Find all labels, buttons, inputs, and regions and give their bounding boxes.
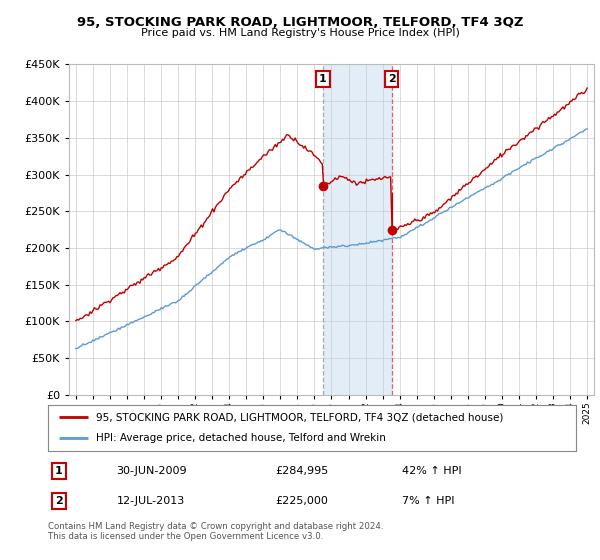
Text: Contains HM Land Registry data © Crown copyright and database right 2024.
This d: Contains HM Land Registry data © Crown c… <box>48 522 383 542</box>
Text: 2: 2 <box>55 496 62 506</box>
Text: 1: 1 <box>55 466 62 476</box>
Text: 2: 2 <box>388 74 396 84</box>
Text: £225,000: £225,000 <box>275 496 328 506</box>
Text: 42% ↑ HPI: 42% ↑ HPI <box>402 466 461 476</box>
Text: HPI: Average price, detached house, Telford and Wrekin: HPI: Average price, detached house, Telf… <box>95 433 385 444</box>
Text: 7% ↑ HPI: 7% ↑ HPI <box>402 496 454 506</box>
Text: 95, STOCKING PARK ROAD, LIGHTMOOR, TELFORD, TF4 3QZ (detached house): 95, STOCKING PARK ROAD, LIGHTMOOR, TELFO… <box>95 412 503 422</box>
Text: Price paid vs. HM Land Registry's House Price Index (HPI): Price paid vs. HM Land Registry's House … <box>140 28 460 38</box>
Text: 95, STOCKING PARK ROAD, LIGHTMOOR, TELFORD, TF4 3QZ: 95, STOCKING PARK ROAD, LIGHTMOOR, TELFO… <box>77 16 523 29</box>
Text: 30-JUN-2009: 30-JUN-2009 <box>116 466 187 476</box>
Text: £284,995: £284,995 <box>275 466 328 476</box>
Text: 1: 1 <box>319 74 327 84</box>
Text: 12-JUL-2013: 12-JUL-2013 <box>116 496 185 506</box>
